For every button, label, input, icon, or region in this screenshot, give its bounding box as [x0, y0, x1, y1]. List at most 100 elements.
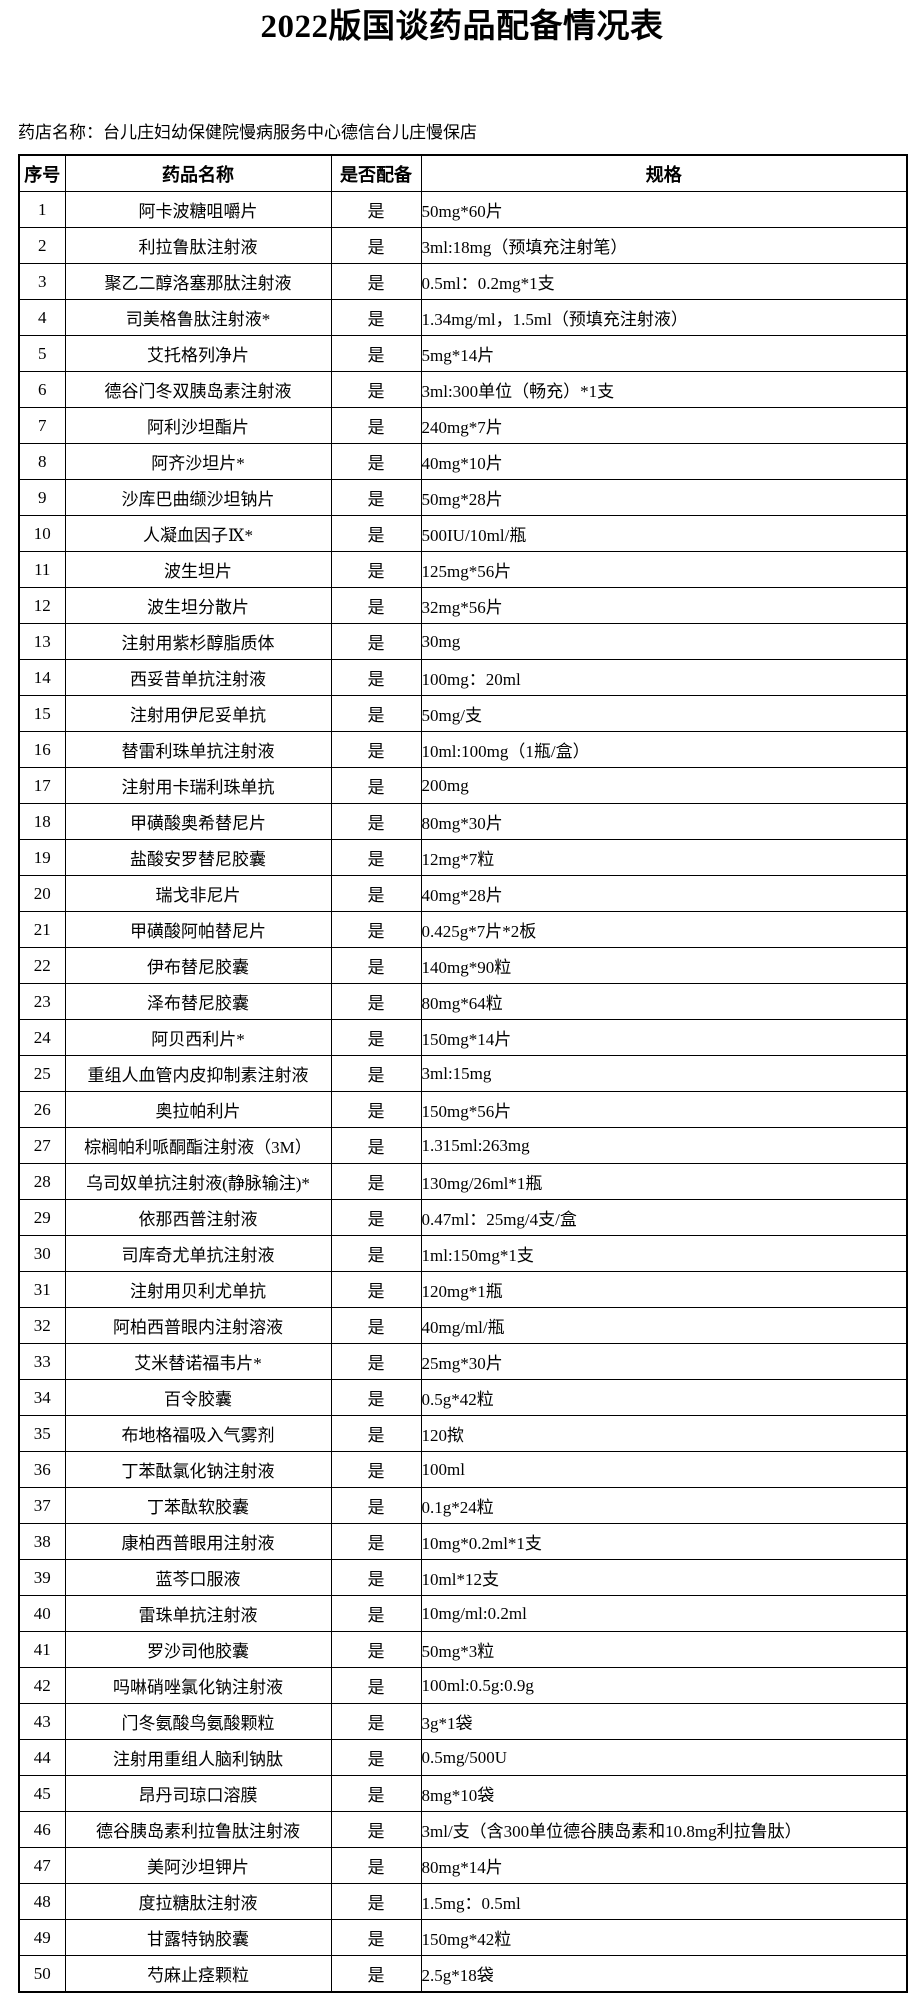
spec-cell: 140mg*90粒: [420, 947, 908, 984]
table-row: 41 罗沙司他胶囊是 50mg*3粒: [18, 1631, 908, 1668]
equipped-cell: 是: [330, 479, 422, 516]
table-row: 14 西妥昔单抗注射液是 100mg：20ml: [18, 659, 908, 696]
spec-cell: 100ml: [420, 1451, 908, 1488]
table-row: 3 聚乙二醇洛塞那肽注射液是 0.5ml：0.2mg*1支: [18, 263, 908, 300]
equipped-cell: 是: [330, 623, 422, 660]
equipped-cell: 是: [330, 1055, 422, 1092]
drug-name-cell: 布地格福吸入气雾剂: [64, 1415, 332, 1452]
equipped-cell: 是: [330, 839, 422, 876]
row-index-cell: 45: [18, 1775, 66, 1812]
equipped-cell: 是: [330, 1127, 422, 1164]
table-row: 20 瑞戈非尼片是 40mg*28片: [18, 875, 908, 912]
equipped-cell: 是: [330, 1415, 422, 1452]
equipped-cell: 是: [330, 1379, 422, 1416]
row-index-cell: 14: [18, 659, 66, 696]
row-index-cell: 17: [18, 767, 66, 804]
equipped-cell: 是: [330, 1451, 422, 1488]
table-row: 4 司美格鲁肽注射液* 是 1.34mg/ml，1.5ml（预填充注射液）: [18, 299, 908, 336]
spec-cell: 1.34mg/ml，1.5ml（预填充注射液）: [420, 299, 908, 336]
row-index-cell: 9: [18, 479, 66, 516]
table-row: 49 甘露特钠胶囊是 150mg*42粒: [18, 1919, 908, 1956]
equipped-cell: 是: [330, 1199, 422, 1236]
table-row: 34 百令胶囊是 0.5g*42粒: [18, 1379, 908, 1416]
col-header-spec: 规格: [420, 154, 908, 192]
table-row: 45 昂丹司琼口溶膜是 8mg*10袋: [18, 1775, 908, 1812]
row-index-cell: 8: [18, 443, 66, 480]
drug-name-cell: 百令胶囊: [64, 1379, 332, 1416]
drug-name-cell: 阿齐沙坦片*: [64, 443, 332, 480]
spec-cell: 25mg*30片: [420, 1343, 908, 1380]
table-row: 31 注射用贝利尤单抗是 120mg*1瓶: [18, 1271, 908, 1308]
spec-cell: 130mg/26ml*1瓶: [420, 1163, 908, 1200]
row-index-cell: 32: [18, 1307, 66, 1344]
row-index-cell: 3: [18, 263, 66, 300]
spec-cell: 80mg*14片: [420, 1847, 908, 1884]
table-row: 16 替雷利珠单抗注射液是 10ml:100mg（1瓶/盒）: [18, 731, 908, 768]
spec-cell: 0.425g*7片*2板: [420, 911, 908, 948]
equipped-cell: 是: [330, 1559, 422, 1596]
equipped-cell: 是: [330, 1703, 422, 1740]
spec-cell: 150mg*42粒: [420, 1919, 908, 1956]
drug-name-cell: 门冬氨酸鸟氨酸颗粒: [64, 1703, 332, 1740]
drug-name-cell: 德谷门冬双胰岛素注射液: [64, 371, 332, 408]
drug-name-cell: 罗沙司他胶囊: [64, 1631, 332, 1668]
drug-availability-table: 序号 药品名称 是否配备 规格 1 阿卡波糖咀嚼片是 50mg*60片 2 利拉鲁肽注射…: [18, 154, 908, 1993]
pharmacy-name-line: 药店名称：台儿庄妇幼保健院慢病服务中心德信台儿庄慢保店: [18, 123, 477, 142]
drug-name-cell: 瑞戈非尼片: [64, 875, 332, 912]
table-row: 43 门冬氨酸鸟氨酸颗粒是 3g*1袋: [18, 1703, 908, 1740]
col-header-equipped: 是否配备: [330, 154, 422, 192]
row-index-cell: 20: [18, 875, 66, 912]
drug-name-cell: 棕榈帕利哌酮酯注射液（3M）: [64, 1127, 332, 1164]
col-header-index: 序号: [18, 154, 66, 192]
row-index-cell: 27: [18, 1127, 66, 1164]
spec-cell: 100mg：20ml: [420, 659, 908, 696]
drug-name-cell: 司美格鲁肽注射液*: [64, 299, 332, 336]
equipped-cell: 是: [330, 659, 422, 696]
table-row: 39 蓝芩口服液是 10ml*12支: [18, 1559, 908, 1596]
drug-name-cell: 艾托格列净片: [64, 335, 332, 372]
equipped-cell: 是: [330, 1487, 422, 1524]
spec-cell: 40mg/ml/瓶: [420, 1307, 908, 1344]
row-index-cell: 21: [18, 911, 66, 948]
drug-name-cell: 替雷利珠单抗注射液: [64, 731, 332, 768]
row-index-cell: 42: [18, 1667, 66, 1704]
spec-cell: 10mg/ml:0.2ml: [420, 1595, 908, 1632]
drug-name-cell: 雷珠单抗注射液: [64, 1595, 332, 1632]
drug-name-cell: 丁苯酞氯化钠注射液: [64, 1451, 332, 1488]
table-row: 22 伊布替尼胶囊是 140mg*90粒: [18, 947, 908, 984]
spec-cell: 10ml:100mg（1瓶/盒）: [420, 731, 908, 768]
drug-name-cell: 甲磺酸奥希替尼片: [64, 803, 332, 840]
spec-cell: 0.1g*24粒: [420, 1487, 908, 1524]
table-row: 17 注射用卡瑞利珠单抗是 200mg: [18, 767, 908, 804]
drug-name-cell: 波生坦片: [64, 551, 332, 588]
header-row: 序号 药品名称 是否配备 规格: [18, 154, 908, 192]
col-header-name: 药品名称: [64, 154, 332, 192]
equipped-cell: 是: [330, 191, 422, 228]
spec-cell: 1.5mg：0.5ml: [420, 1883, 908, 1920]
row-index-cell: 1: [18, 191, 66, 228]
drug-name-cell: 甲磺酸阿帕替尼片: [64, 911, 332, 948]
row-index-cell: 24: [18, 1019, 66, 1056]
spec-cell: 5mg*14片: [420, 335, 908, 372]
table-row: 18 甲磺酸奥希替尼片是 80mg*30片: [18, 803, 908, 840]
table-body: 1 阿卡波糖咀嚼片是 50mg*60片 2 利拉鲁肽注射液是 3ml:18mg（预填充注射…: [18, 191, 908, 1993]
equipped-cell: 是: [330, 1235, 422, 1272]
row-index-cell: 43: [18, 1703, 66, 1740]
equipped-cell: 是: [330, 515, 422, 552]
spec-cell: 80mg*30片: [420, 803, 908, 840]
page-title: 2022版国谈药品配备情况表: [260, 9, 664, 45]
equipped-cell: 是: [330, 1019, 422, 1056]
drug-name-cell: 德谷胰岛素利拉鲁肽注射液: [64, 1811, 332, 1848]
equipped-cell: 是: [330, 551, 422, 588]
equipped-cell: 是: [330, 299, 422, 336]
drug-name-cell: 司库奇尤单抗注射液: [64, 1235, 332, 1272]
table-row: 37 丁苯酞软胶囊是 0.1g*24粒: [18, 1487, 908, 1524]
row-index-cell: 50: [18, 1955, 66, 1993]
spec-cell: 1ml:150mg*1支: [420, 1235, 908, 1272]
drug-name-cell: 度拉糖肽注射液: [64, 1883, 332, 1920]
table-row: 7 阿利沙坦酯片是 240mg*7片: [18, 407, 908, 444]
drug-name-cell: 伊布替尼胶囊: [64, 947, 332, 984]
table-row: 47 美阿沙坦钾片是 80mg*14片: [18, 1847, 908, 1884]
equipped-cell: 是: [330, 1163, 422, 1200]
equipped-cell: 是: [330, 947, 422, 984]
